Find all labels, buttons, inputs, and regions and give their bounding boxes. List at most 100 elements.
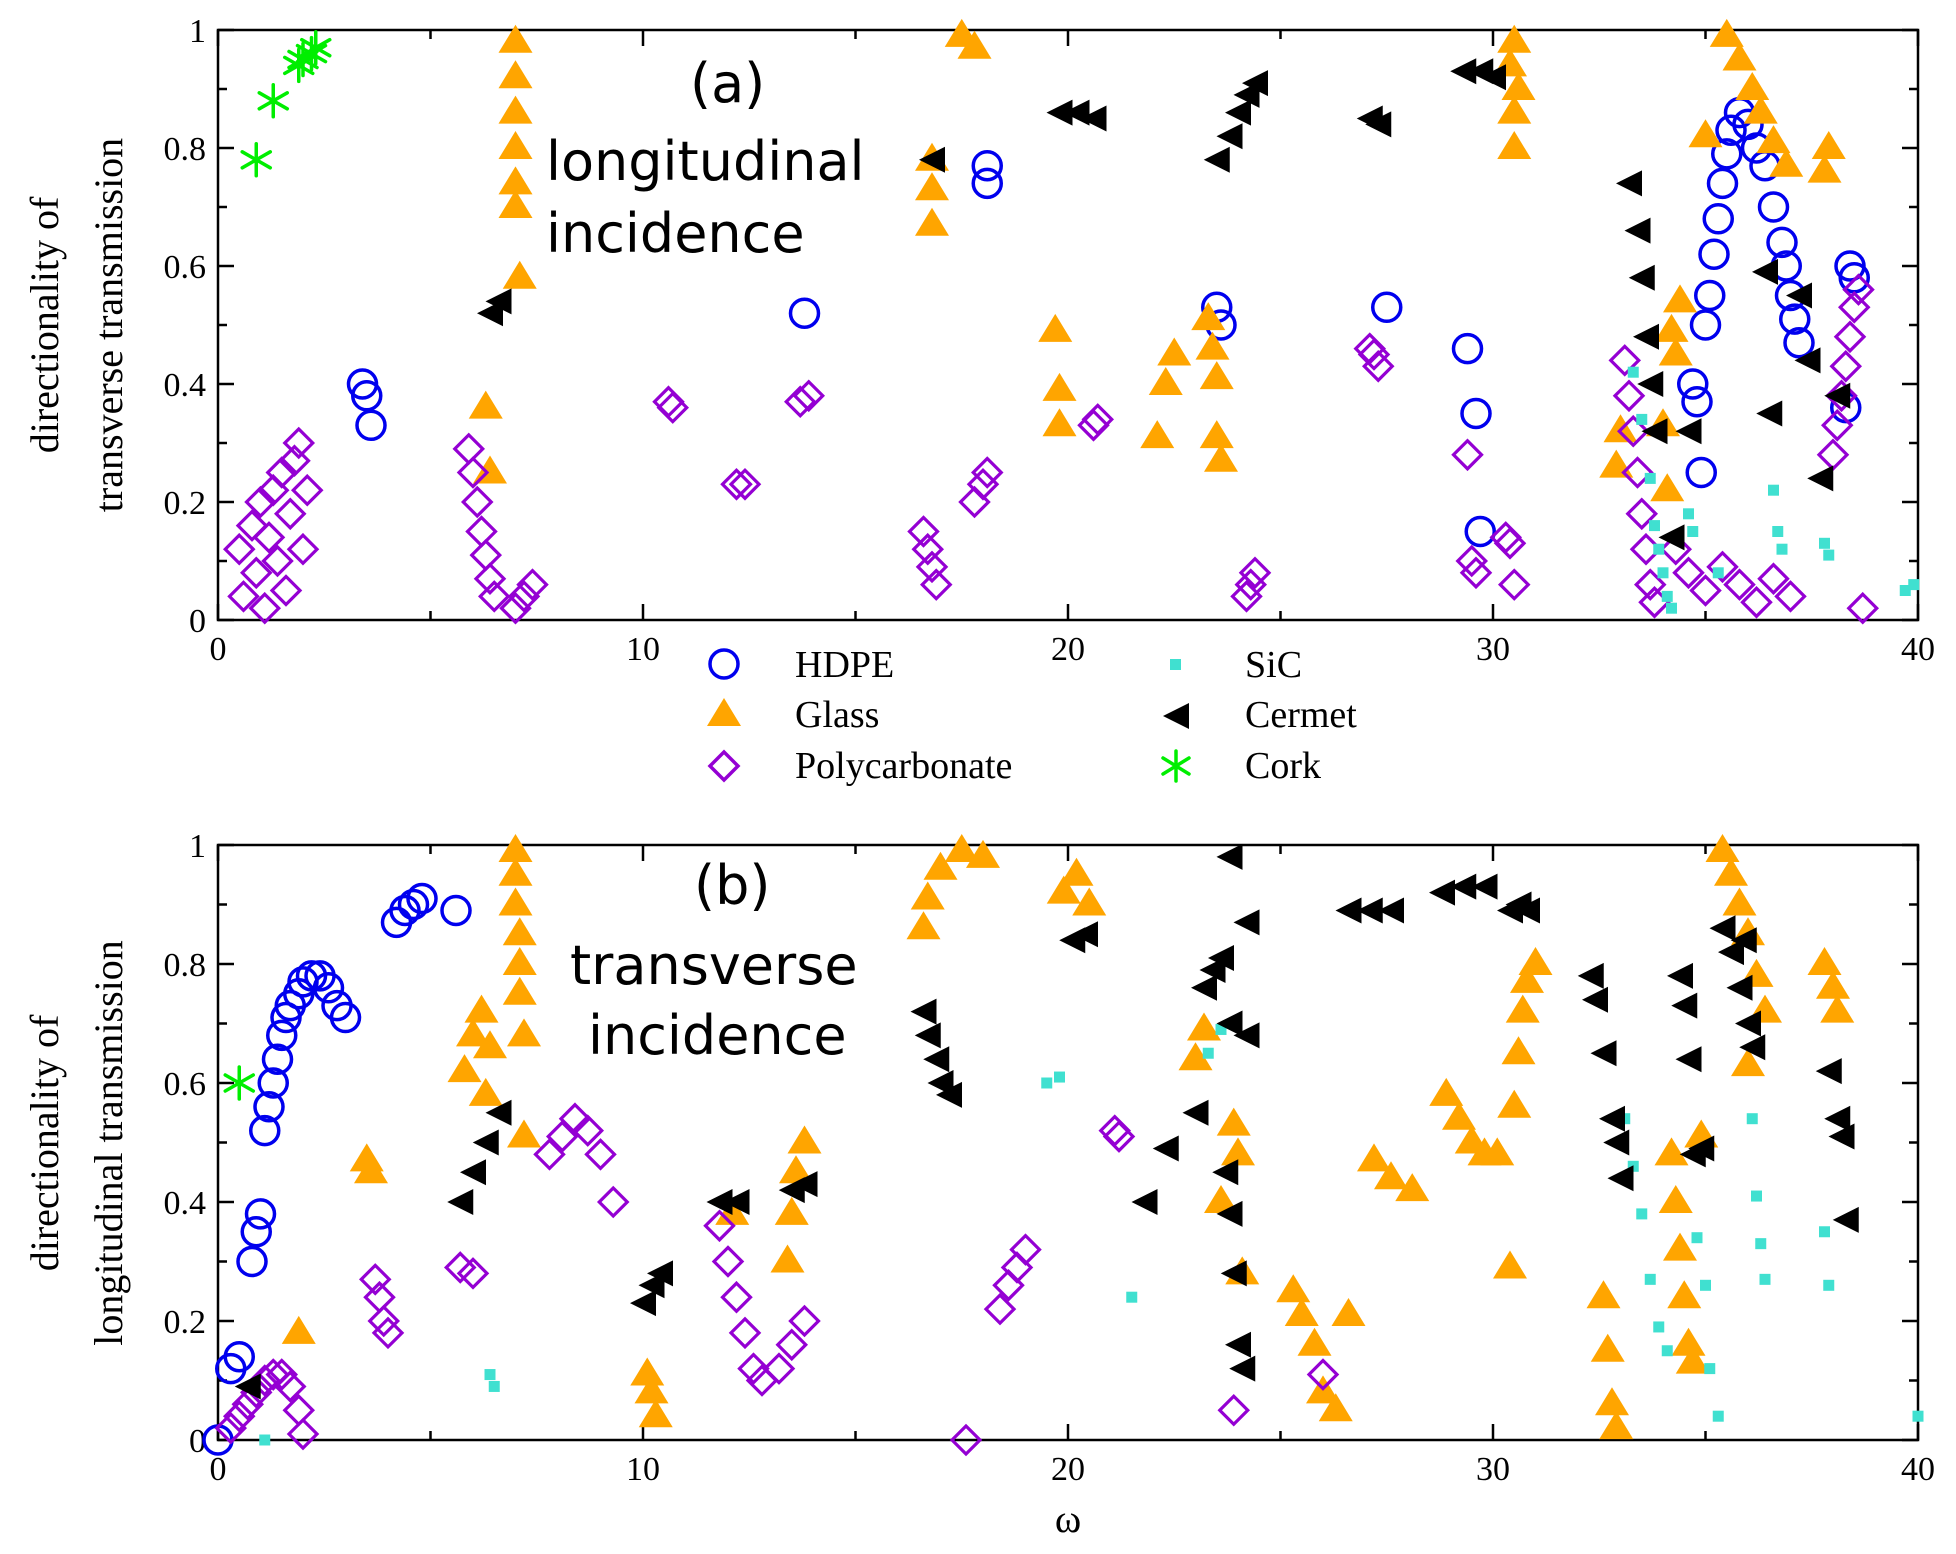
panel-b-point-glass	[1667, 1280, 1702, 1309]
panel-b-point-cermet	[1471, 873, 1498, 900]
panel-a-ytick-label: 0.6	[164, 249, 207, 286]
panel-a-annotation-line2: incidence	[546, 202, 805, 265]
panel-b-point-glass	[966, 839, 1000, 868]
panel-a-point-polycarbonate	[1361, 350, 1395, 383]
panel-a-point-hdpe	[1464, 515, 1496, 548]
panel-b-point-cermet	[1607, 1165, 1634, 1192]
panel-b-point-glass	[774, 1196, 809, 1225]
panel-a-point-cermet	[1633, 323, 1659, 350]
panel-a: 0 10 20 30 40 0 0.2 0.4 0.6 0.8 1 (a) longitudinal…	[22, 13, 1935, 668]
panel-a-point-polycarbonate	[728, 468, 762, 501]
panel-a-point-polycarbonate	[235, 509, 269, 542]
panel-a-point-glass	[1735, 72, 1770, 100]
panel-b-point-glass	[447, 1054, 482, 1083]
panel-a-point-glass	[1038, 313, 1073, 342]
panel-a-point-hdpe	[788, 297, 821, 329]
panel-a-point-sic	[1636, 413, 1648, 425]
panel-b-point-glass	[779, 1155, 813, 1184]
panel-b-point-glass	[1658, 1185, 1693, 1213]
panel-b-point-sic	[1819, 1226, 1830, 1238]
panel-a-ytick-label: 1	[189, 13, 206, 50]
panel-b-point-glass	[923, 851, 958, 880]
panel-a-xtick-label: 10	[626, 631, 660, 668]
panel-b-point-cermet	[1599, 1105, 1625, 1132]
panel-a-point-glass	[1497, 24, 1532, 53]
panel-b-point-cermet	[1208, 945, 1234, 972]
panel-a-xtick-label: 40	[1901, 631, 1935, 668]
panel-b-point-hdpe	[266, 1019, 298, 1052]
legend-label-glass: Glass	[795, 694, 879, 736]
panel-b-point-glass	[634, 1375, 669, 1404]
panel-b-point-cermet	[723, 1189, 750, 1215]
panel-a-point-cermet	[1480, 64, 1506, 91]
panel-b-point-cermet	[1739, 1034, 1766, 1061]
panel-b-point-cermet	[1709, 915, 1736, 942]
panel-a-ytick-label: 0.8	[164, 131, 207, 168]
panel-a-point-polycarbonate	[252, 521, 286, 554]
panel-a-point-polycarbonate	[1837, 291, 1871, 324]
panel-a-point-glass	[1195, 331, 1230, 360]
panel-a-label: (a)	[690, 52, 765, 115]
panel-a-point-cermet	[1225, 99, 1251, 126]
panel-b: 0 10 20 30 40 0 0.2 0.4 0.6 0.8 1 (b) transverse i…	[22, 828, 1935, 1541]
panel-b-point-hdpe	[253, 1091, 285, 1123]
panel-a-point-polycarbonate	[460, 485, 494, 519]
panel-b-point-cermet	[1590, 1040, 1617, 1067]
panel-b-point-cermet	[1667, 962, 1693, 989]
panel-a-point-polycarbonate	[1846, 591, 1880, 625]
panel-b-xtick-label: 0	[210, 1451, 227, 1488]
panel-a-point-polycarbonate	[282, 426, 316, 460]
panel-a-point-glass	[1497, 131, 1532, 159]
panel-a-point-polycarbonate	[227, 580, 260, 613]
panel-a-point-polycarbonate	[1633, 568, 1667, 601]
panel-b-point-cermet	[1378, 897, 1404, 924]
panel-b-point-cermet	[472, 1129, 499, 1156]
panel-b-point-hdpe	[329, 1001, 362, 1034]
panel-b-point-glass	[498, 887, 533, 916]
panel-b-point-glass	[354, 1155, 388, 1184]
panel-a-point-glass	[1756, 125, 1791, 154]
panel-b-point-cermet	[460, 1159, 486, 1186]
panel-a-point-glass	[1663, 284, 1697, 313]
panel-b-point-polycarbonate	[286, 1417, 320, 1451]
panel-b-point-glass	[944, 833, 979, 862]
panel-b-point-cermet	[1225, 1331, 1251, 1358]
panel-b-point-cermet	[923, 1046, 950, 1073]
panel-b-point-cermet	[1216, 843, 1243, 870]
panel-b-point-sic	[1644, 1273, 1656, 1285]
panel-b-point-cermet	[914, 1022, 941, 1049]
panel-a-point-glass	[1722, 42, 1757, 71]
panel-b-point-sic	[1746, 1113, 1758, 1125]
panel-b-point-cermet	[1229, 1355, 1256, 1382]
panel-a-point-hdpe	[1711, 138, 1743, 170]
panel-b-point-hdpe	[406, 882, 438, 915]
panel-a-point-glass	[1157, 337, 1192, 366]
panel-a-point-polycarbonate	[1672, 556, 1705, 590]
panel-b-xtick-label: 30	[1476, 1451, 1510, 1488]
panel-a-point-polycarbonate	[652, 385, 685, 418]
panel-a-point-cermet	[1807, 465, 1834, 492]
panel-b-point-glass	[1820, 994, 1855, 1023]
panel-b-point-glass	[281, 1315, 316, 1344]
panel-b-point-polycarbonate	[949, 1423, 983, 1457]
panel-b-point-sic	[1126, 1291, 1138, 1303]
panel-a-ylabel-line2: transverse transmission	[86, 138, 131, 512]
panel-b-point-sic	[1202, 1047, 1214, 1059]
panel-b-point-cermet	[1216, 1200, 1243, 1227]
panel-a-point-glass	[1654, 313, 1689, 342]
panel-b-point-sic	[1912, 1410, 1924, 1422]
panel-b-point-glass	[1807, 947, 1842, 975]
panel-a-point-polycarbonate	[1608, 344, 1642, 377]
panel-b-point-polycarbonate	[1102, 1120, 1136, 1153]
panel-a-point-glass	[1199, 361, 1234, 390]
panel-a-point-polycarbonate	[265, 456, 299, 489]
panel-b-point-polycarbonate	[256, 1358, 290, 1391]
panel-a-point-hdpe	[1715, 114, 1747, 147]
panel-b-point-sic	[484, 1369, 496, 1381]
panel-b-point-polycarbonate	[703, 1209, 736, 1243]
panel-b-point-hdpe	[261, 1043, 294, 1075]
panel-b-point-polycarbonate	[728, 1316, 762, 1350]
panel-a-point-sic	[1657, 567, 1669, 579]
panel-b-point-polycarbonate	[456, 1257, 490, 1290]
